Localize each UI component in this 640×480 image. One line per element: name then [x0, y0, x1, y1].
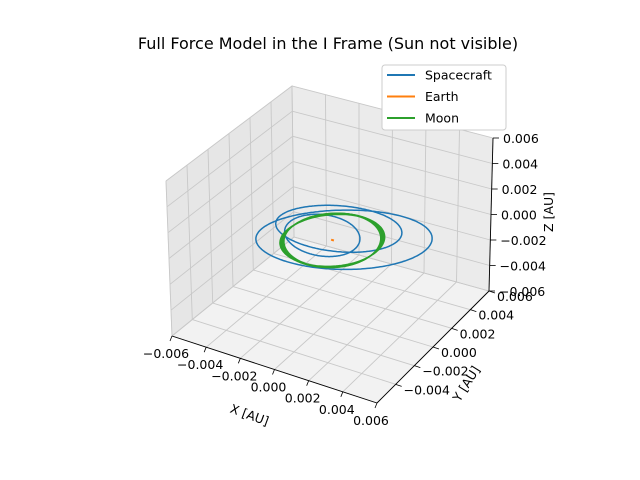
x-tick — [203, 347, 207, 353]
spacecraft-orbit-line — [274, 204, 403, 254]
y-tick-label: 0.000 — [441, 345, 477, 360]
z-tick-label: −0.006 — [499, 284, 545, 299]
y-tick-label: 0.002 — [460, 326, 496, 341]
x-tick-label: 0.006 — [353, 413, 389, 428]
y-tick-label: −0.002 — [422, 364, 468, 379]
y-tick — [395, 383, 402, 387]
z-tick-label: 0.006 — [503, 131, 539, 146]
y-tick-label: 0.006 — [497, 289, 533, 304]
grid-line-z — [167, 135, 492, 234]
y-tick-label: −0.004 — [404, 382, 450, 397]
x-tick — [340, 391, 344, 397]
x-tick — [169, 335, 173, 342]
x-tick-label: −0.006 — [143, 346, 189, 361]
z-tick-label: 0.000 — [501, 208, 537, 223]
z-tick-label: −0.004 — [500, 259, 546, 274]
grid-line-z — [169, 186, 491, 285]
x-tick-label: 0.000 — [251, 380, 287, 395]
tick-labels: −0.006−0.004−0.0020.0000.0020.0040.006−0… — [143, 131, 547, 428]
x-tick-label: 0.002 — [285, 391, 321, 406]
moon-orbit-line — [279, 213, 386, 267]
x-tick-label: 0.004 — [319, 402, 355, 417]
y-tick — [414, 365, 421, 369]
x-tick — [374, 402, 378, 409]
chart-title: Full Force Model in the I Frame (Sun not… — [138, 34, 518, 53]
legend-label: Earth — [425, 89, 459, 104]
x-tick — [272, 369, 275, 375]
x-axis-label: X [AU] — [228, 401, 271, 429]
legend-box — [381, 64, 507, 131]
z-tick-label: 0.004 — [502, 157, 538, 172]
y-tick — [432, 346, 440, 350]
x-tick — [306, 380, 310, 386]
y-tick — [451, 327, 458, 331]
spacecraft-orbit-line — [255, 209, 433, 271]
x-tick — [237, 358, 241, 364]
series-lines — [255, 204, 433, 271]
z-tick-label: −0.002 — [500, 233, 546, 248]
x-tick-label: −0.004 — [177, 357, 223, 372]
earth-marker-line — [330, 238, 335, 242]
spacecraft-orbit-line — [283, 213, 361, 258]
y-tick — [470, 309, 477, 313]
legend-label: Spacecraft — [425, 68, 492, 83]
legend: Spacecraft Earth Moon — [381, 64, 507, 131]
legend-label: Moon — [425, 111, 459, 126]
grid-line-z — [166, 110, 493, 208]
grid-line-z — [171, 236, 490, 337]
y-tick-label: 0.004 — [478, 308, 514, 323]
z-axis-label: Z [AU] — [541, 192, 556, 232]
grid-line-z — [170, 211, 490, 311]
grid-line-z — [168, 161, 492, 259]
x-tick-label: −0.002 — [211, 368, 257, 383]
z-tick-label: 0.002 — [502, 182, 538, 197]
